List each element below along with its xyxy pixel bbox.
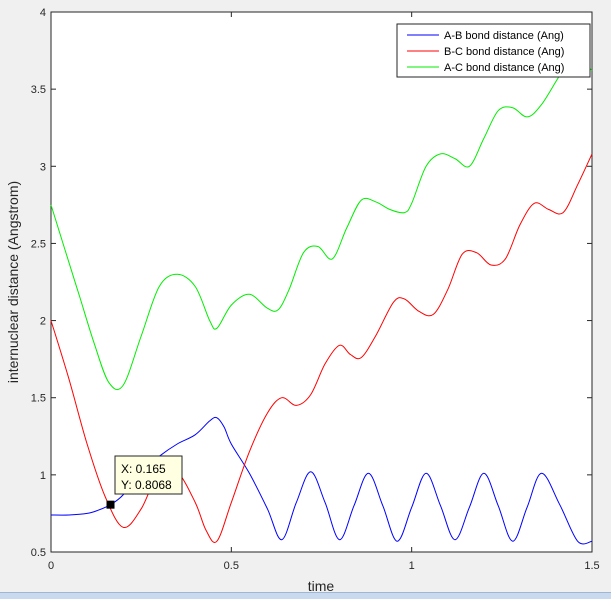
legend-label-ab: A-B bond distance (Ang) xyxy=(444,30,564,42)
datatip-y-label: Y: 0.8068 xyxy=(121,478,172,492)
datatip-marker[interactable] xyxy=(106,500,115,509)
x-tick-label: 1 xyxy=(409,560,415,572)
legend[interactable]: A-B bond distance (Ang) B-C bond distanc… xyxy=(396,23,591,78)
y-tick-label: 2 xyxy=(40,316,46,328)
series-line-ac xyxy=(50,57,593,391)
y-tick-label: 4 xyxy=(40,7,46,19)
y-tick-label: 3.5 xyxy=(31,84,46,96)
y-tick-label: 1.5 xyxy=(31,393,46,405)
x-tick-label: 0 xyxy=(48,560,54,572)
y-tick-label: 1 xyxy=(40,470,46,482)
y-axis-label: internuclear distance (Angstrom) xyxy=(5,181,21,383)
axes-ticks xyxy=(50,11,593,553)
tick-labels: 0 0.5 1 1.50.511.522.533.54 xyxy=(31,7,600,572)
datatip[interactable]: X: 0.165 Y: 0.8068 xyxy=(106,455,183,509)
datatip-box xyxy=(114,455,183,495)
x-axis-label: time xyxy=(308,578,335,594)
y-tick-label: 2.5 xyxy=(31,238,46,250)
window-bottom-strip xyxy=(0,592,611,599)
legend-label-bc: B-C bond distance (Ang) xyxy=(444,46,564,58)
datatip-x-label: X: 0.165 xyxy=(121,462,166,476)
legend-label-ac: A-C bond distance (Ang) xyxy=(444,62,564,74)
y-tick-label: 0.5 xyxy=(31,547,46,559)
y-tick-label: 3 xyxy=(40,161,46,173)
x-tick-label: 1.5 xyxy=(584,560,599,572)
x-tick-label: 0.5 xyxy=(224,560,239,572)
